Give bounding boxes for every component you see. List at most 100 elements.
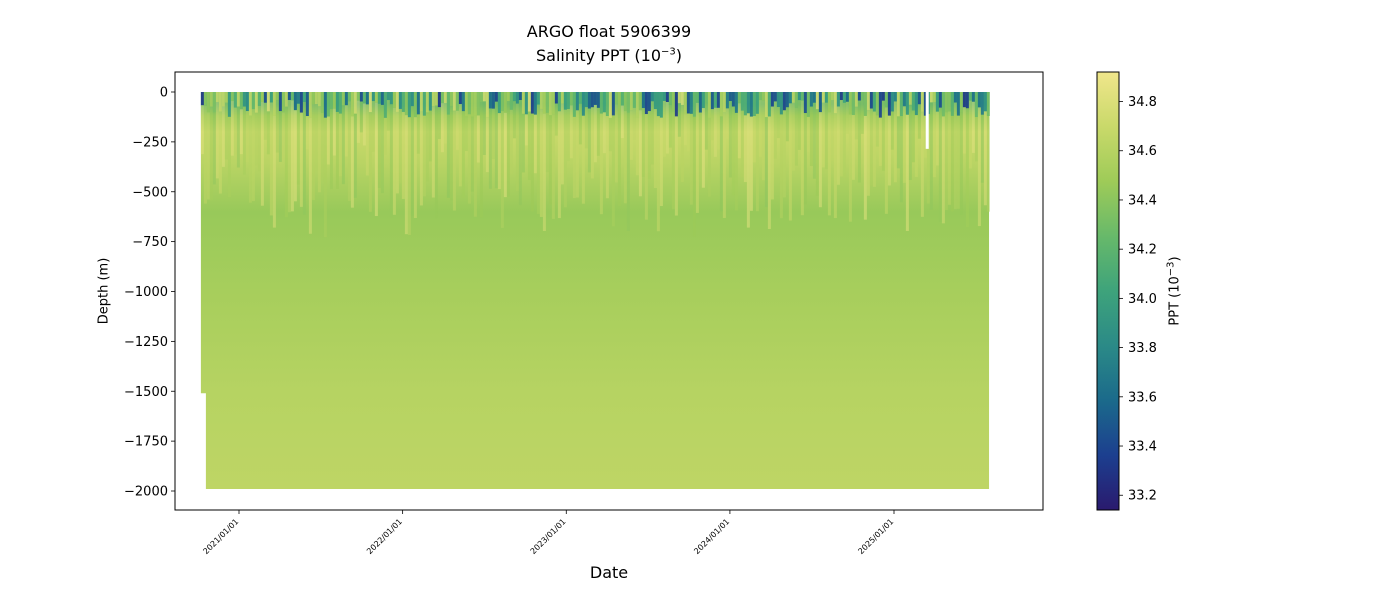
surface-profile-cell xyxy=(335,92,339,112)
surface-profile-cell xyxy=(857,92,861,101)
upper-profile-cell xyxy=(911,110,915,163)
upper-profile-cell xyxy=(374,102,378,217)
surface-profile-cell xyxy=(620,92,624,106)
upper-profile-cell xyxy=(377,103,381,189)
surface-profile-cell xyxy=(350,92,354,117)
surface-profile-cell xyxy=(329,92,333,109)
surface-profile-cell xyxy=(737,92,741,104)
upper-profile-cell xyxy=(335,111,339,189)
surface-profile-cell xyxy=(842,92,846,103)
upper-profile-cell xyxy=(353,113,357,198)
chart-subtitle: Salinity PPT (10−3) xyxy=(175,46,1043,65)
upper-profile-cell xyxy=(908,104,912,181)
surface-profile-cell xyxy=(716,92,720,108)
upper-profile-cell xyxy=(311,104,315,200)
upper-profile-cell xyxy=(917,104,921,139)
upper-profile-cell xyxy=(575,110,579,198)
upper-profile-cell xyxy=(806,116,810,153)
surface-profile-cell xyxy=(464,92,468,117)
upper-profile-cell xyxy=(332,108,336,156)
surface-profile-cell xyxy=(503,92,507,113)
surface-profile-cell xyxy=(431,92,435,107)
chart-title: ARGO float 5906399 xyxy=(526,22,692,41)
upper-profile-cell xyxy=(617,114,621,207)
colorbar-tick-label: 34.0 xyxy=(1128,292,1157,307)
upper-profile-cell xyxy=(248,115,252,203)
upper-profile-cell xyxy=(665,102,669,154)
upper-profile-cell xyxy=(836,106,840,185)
upper-profile-cell xyxy=(572,116,576,199)
surface-profile-cell xyxy=(272,92,276,116)
surface-profile-cell xyxy=(248,92,252,116)
upper-profile-cell xyxy=(569,105,573,159)
upper-profile-cell xyxy=(557,111,561,219)
surface-profile-cell xyxy=(659,92,663,118)
surface-profile-cell xyxy=(230,92,234,102)
upper-profile-cell xyxy=(344,105,348,157)
surface-profile-cell xyxy=(530,92,534,114)
upper-profile-cell xyxy=(359,101,363,133)
surface-profile-cell xyxy=(467,92,471,115)
surface-profile-cell xyxy=(665,92,669,103)
surface-profile-cell xyxy=(815,92,819,110)
x-tick-label: 2022/01/01 xyxy=(365,517,404,556)
upper-profile-cell xyxy=(839,100,843,177)
upper-profile-cell xyxy=(980,114,984,183)
surface-profile-cell xyxy=(374,92,378,103)
surface-profile-cell xyxy=(365,92,369,105)
surface-profile-cell xyxy=(974,92,978,118)
upper-profile-cell xyxy=(821,102,825,168)
surface-profile-cell xyxy=(779,92,783,115)
upper-profile-cell xyxy=(602,112,606,154)
surface-profile-cell xyxy=(830,92,834,101)
upper-profile-cell xyxy=(449,105,453,201)
surface-profile-cell xyxy=(353,92,357,114)
upper-profile-cell xyxy=(434,105,438,219)
surface-profile-cell xyxy=(836,92,840,107)
surface-profile-cell xyxy=(308,92,312,118)
surface-profile-cell xyxy=(311,92,315,105)
surface-profile-cell xyxy=(236,92,240,107)
upper-profile-cell xyxy=(869,108,873,186)
surface-profile-cell xyxy=(746,92,750,114)
surface-profile-cell xyxy=(356,92,360,101)
upper-profile-cell xyxy=(539,108,543,217)
upper-profile-cell xyxy=(761,100,765,181)
upper-profile-cell xyxy=(587,108,591,173)
upper-profile-cell xyxy=(638,110,642,197)
upper-profile-cell xyxy=(215,102,219,179)
surface-profile-cell xyxy=(782,92,786,111)
upper-profile-cell xyxy=(419,111,423,206)
upper-profile-cell xyxy=(326,116,330,165)
upper-profile-cell xyxy=(260,101,264,206)
colorbar: 33.2 33.4 33.6 33.8 34.0 34.2 34.4 34.6 34.8 xyxy=(1096,71,1157,511)
surface-profile-cell xyxy=(971,92,975,102)
upper-profile-cell xyxy=(233,107,237,155)
surface-profile-cell xyxy=(752,92,756,117)
y-tick-label: −500 xyxy=(132,185,168,200)
surface-profile-cell xyxy=(866,92,870,110)
surface-profile-cell xyxy=(389,92,393,105)
upper-profile-cell xyxy=(686,113,690,152)
upper-profile-cell xyxy=(635,117,639,176)
upper-profile-cell xyxy=(494,101,498,189)
surface-profile-cell xyxy=(485,92,489,118)
surface-profile-cell xyxy=(755,92,759,114)
upper-profile-cell xyxy=(959,112,963,215)
x-tick-label: 2024/01/01 xyxy=(692,517,731,556)
upper-profile-cell xyxy=(950,115,954,212)
surface-profile-cell xyxy=(869,92,873,109)
surface-profile-cell xyxy=(725,92,729,109)
surface-profile-cell xyxy=(446,92,450,115)
upper-profile-cell xyxy=(254,112,258,166)
axes-frame xyxy=(174,71,1044,511)
upper-profile-cell xyxy=(704,103,708,150)
upper-profile-cell xyxy=(878,117,882,166)
surface-profile-cell xyxy=(518,92,522,101)
surface-profile-cell xyxy=(773,92,777,102)
upper-profile-cell xyxy=(422,115,426,197)
upper-profile-cell xyxy=(863,115,867,220)
upper-profile-cell xyxy=(647,111,651,180)
plot-area xyxy=(174,71,1044,511)
surface-profile-cell xyxy=(239,92,243,110)
